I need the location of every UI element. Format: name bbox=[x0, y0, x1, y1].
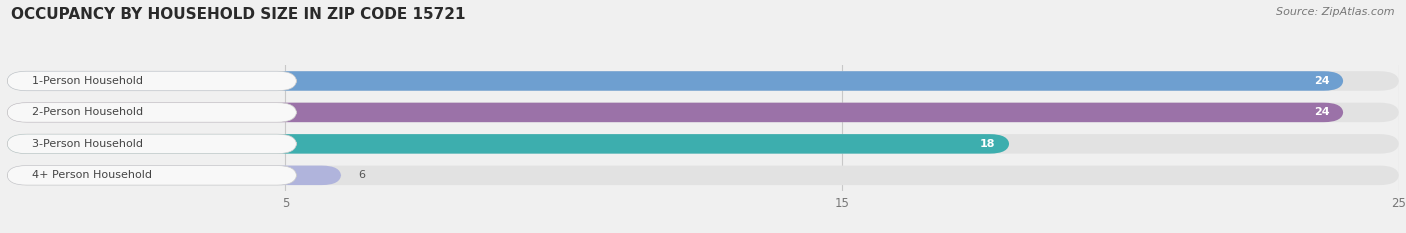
FancyBboxPatch shape bbox=[7, 103, 297, 122]
FancyBboxPatch shape bbox=[7, 103, 1343, 122]
FancyBboxPatch shape bbox=[7, 166, 342, 185]
Text: 3-Person Household: 3-Person Household bbox=[32, 139, 143, 149]
FancyBboxPatch shape bbox=[7, 71, 297, 91]
FancyBboxPatch shape bbox=[7, 71, 1399, 91]
Text: 6: 6 bbox=[357, 170, 364, 180]
Text: Source: ZipAtlas.com: Source: ZipAtlas.com bbox=[1277, 7, 1395, 17]
Text: 2-Person Household: 2-Person Household bbox=[32, 107, 143, 117]
FancyBboxPatch shape bbox=[7, 166, 1399, 185]
Text: 1-Person Household: 1-Person Household bbox=[32, 76, 143, 86]
Text: OCCUPANCY BY HOUSEHOLD SIZE IN ZIP CODE 15721: OCCUPANCY BY HOUSEHOLD SIZE IN ZIP CODE … bbox=[11, 7, 465, 22]
Text: 18: 18 bbox=[980, 139, 995, 149]
Text: 24: 24 bbox=[1313, 76, 1330, 86]
FancyBboxPatch shape bbox=[7, 134, 297, 154]
FancyBboxPatch shape bbox=[7, 134, 1399, 154]
FancyBboxPatch shape bbox=[7, 103, 1399, 122]
Text: 4+ Person Household: 4+ Person Household bbox=[32, 170, 152, 180]
FancyBboxPatch shape bbox=[7, 166, 297, 185]
FancyBboxPatch shape bbox=[7, 134, 1010, 154]
Text: 24: 24 bbox=[1313, 107, 1330, 117]
FancyBboxPatch shape bbox=[7, 71, 1343, 91]
